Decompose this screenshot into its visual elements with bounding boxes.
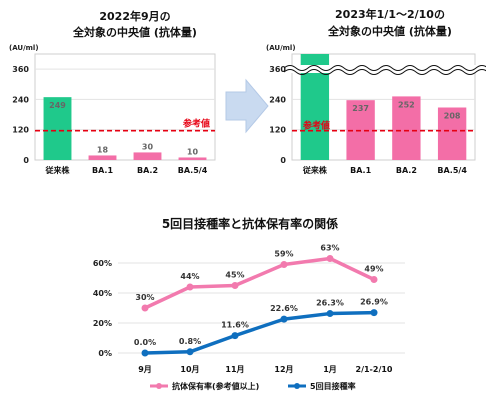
chart2-axis-break-bottom [283,69,486,75]
chart3-data-label: 59% [274,250,293,259]
chart3-data-label: 0.8% [179,337,201,346]
chart2-reference-label: 参考値 [303,120,330,132]
chart3-point [186,283,194,291]
chart2-ytick-label: 0 [280,156,286,165]
chart1-value-label: 249 [49,101,66,110]
chart2-category-label: BA.1 [350,166,371,175]
chart1-plot-area [34,53,216,161]
chart1: (AU/ml) 0 120 240 360 249 従来株 18 BA.1 30 BA.2 10 BA.… [9,44,216,175]
chart3-point [231,282,239,289]
chart2-bar [437,107,467,160]
chart2-ytick-label: 360 [269,65,286,74]
arrow-icon [225,78,269,134]
chart1-value-label: 10 [187,147,199,156]
chart2-value-label: 208 [444,112,461,121]
chart3-point [280,315,288,323]
chart3-data-label: 11.6% [221,321,249,330]
chart2: (AU/ml) 0 120 240 360 従来株 237 BA.1 252 BA.2 208 BA.… [266,44,486,175]
chart1-value-label: 30 [142,142,154,151]
chart1-category-label: 従来株 [45,165,71,175]
chart2-axis-break-top [283,65,486,71]
chart3-data-label: 45% [225,271,244,280]
chart3-point [370,309,378,317]
chart3-series-line [144,256,375,310]
chart3-ytick-label: 60% [93,259,112,268]
chart3-xtick-label: 11月 [225,365,244,374]
chart1-ytick-label: 0 [23,156,29,165]
chart3-data-label: 44% [180,272,199,281]
chart1-title-line1: 2022年9月の [99,9,170,23]
chart3-series-line [144,310,375,355]
chart3-xtick-label: 2/1-2/10 [356,365,393,374]
chart3-point [326,310,334,318]
chart1-category-label: BA.1 [92,166,113,175]
chart1-bar [133,152,162,160]
chart3-data-label: 26.3% [316,299,344,308]
chart3-ytick-label: 0% [98,349,112,358]
chart2-value-label: 237 [352,104,369,113]
chart1-bar [88,155,117,160]
chart3-ytick-label: 20% [93,319,112,328]
chart3: 0% 20% 40% 60% 9月 10月 11月 12月 1月 2/1-2/10 30% 44% 45… [93,244,405,391]
chart3-title: 5回目接種率と抗体保有率の関係 [162,216,338,231]
chart1-ytick-label: 240 [12,95,29,104]
chart3-xtick-label: 10月 [180,365,199,374]
chart1-bar [43,97,72,160]
chart2-ytick-label: 120 [269,126,286,135]
chart3-data-label: 49% [364,265,383,274]
chart3-point [326,255,334,262]
chart2-ytick-label: 240 [269,95,286,104]
chart1-ytick-label: 120 [12,126,29,135]
chart3-legend-label: 抗体保有率(参考値以上) [172,381,259,391]
chart3-point [141,304,149,312]
chart3-legend-marker [156,383,162,389]
chart3-point [280,261,288,268]
chart3-xtick-label: 12月 [274,365,293,374]
chart3-legend-label: 5回目接種率 [310,381,356,391]
chart1-title-line2: 全対象の中央値 (抗体量) [72,25,197,39]
chart3-point [141,349,149,357]
chart3-data-label: 0.0% [134,338,156,347]
chart2-category-label: 従来株 [302,165,328,175]
chart1-value-label: 18 [97,145,109,154]
chart2-category-label: BA.2 [396,166,417,175]
chart3-xtick-label: 9月 [138,365,152,374]
chart3-point [231,332,239,340]
chart1-ytick-label: 360 [12,65,29,74]
chart2-plot-area [291,53,476,161]
chart3-legend-marker [294,383,300,389]
chart1-category-label: BA.2 [137,166,158,175]
chart1-bar [178,157,207,160]
chart3-ytick-label: 40% [93,289,112,298]
chart2-bar [392,96,421,160]
chart3-point [186,348,194,356]
chart3-point [370,276,378,283]
chart3-data-label: 30% [135,293,154,302]
chart3-data-label: 63% [320,244,339,253]
chart3-data-label: 26.9% [360,298,388,307]
chart1-category-label: BA.5/4 [178,166,208,175]
chart2-unit: (AU/ml) [266,44,296,52]
chart2-axis-break-gap [286,65,480,73]
chart1-reference-label: 参考値 [183,118,210,130]
chart3-data-label: 22.6% [270,304,298,313]
chart2-category-label: BA.5/4 [437,166,467,175]
chart2-value-label: 252 [398,100,415,109]
chart2-title-line1: 2023年1/1〜2/10の [335,7,445,21]
chart1-unit: (AU/ml) [9,44,39,52]
chart2-title-line2: 全対象の中央値 (抗体量) [327,24,452,38]
chart3-xtick-label: 1月 [323,365,337,374]
